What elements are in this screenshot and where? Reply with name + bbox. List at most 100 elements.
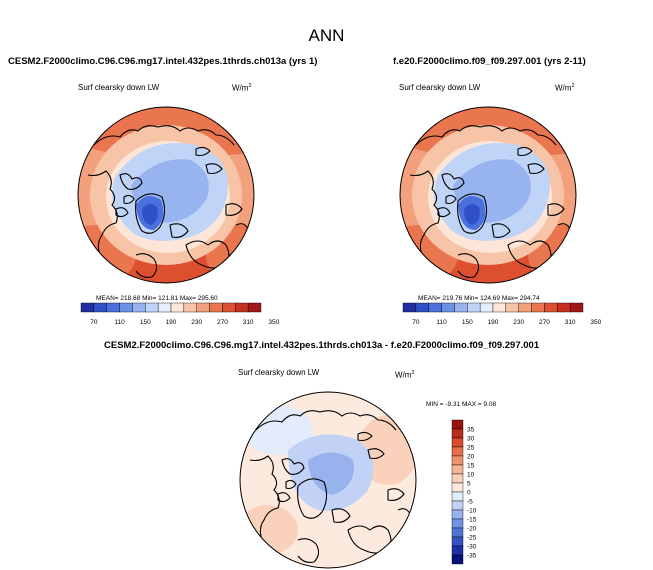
colorbar-box: [467, 302, 481, 313]
panel-3-case-title: CESM2.F2000climo.C96.C96.mg17.intel.432p…: [104, 340, 540, 351]
panel-3-units: W/m2: [395, 370, 415, 380]
colorbar-tick-label: 190: [488, 319, 499, 326]
coastline-eurasia: [415, 125, 557, 146]
colorbar-tick-label: -20: [467, 526, 477, 533]
coastline-alaska: [409, 170, 440, 256]
panel-3-variable-label: Surf clearsky down LW: [238, 368, 320, 377]
field-greenland-core: [464, 203, 480, 225]
colorbar-tick-label: -5: [467, 499, 473, 506]
colorbar-box: [451, 455, 464, 466]
panel-3-stats: MIN = -9.31 MAX = 9.08: [426, 401, 497, 408]
coastline-iceland: [491, 223, 511, 238]
coastline-siberian-islands: [195, 146, 223, 175]
panel-2-variable-label: Surf clearsky down LW: [399, 83, 481, 92]
panel-2-case-title: f.e20.F2000climo.f09_f09.297.001 (yrs 2-…: [393, 56, 586, 67]
colorbar-box: [196, 302, 210, 313]
colorbar-tick-label: 10: [467, 472, 475, 479]
coastline-alaska: [249, 455, 280, 541]
colorbar-box: [451, 536, 464, 547]
colorbar-tick-label: 5: [467, 481, 471, 488]
colorbar-tick-label: 35: [467, 427, 475, 434]
panel-2-stats: MEAN= 219.76 Min= 124.69 Max= 294.74: [418, 295, 540, 302]
field-slight-warm-sw: [240, 505, 298, 555]
colorbar-tick-label: 150: [140, 319, 151, 326]
colorbar-tick-label: 230: [513, 319, 524, 326]
colorbar-tick-label: 20: [467, 454, 475, 461]
colorbar-box: [451, 509, 464, 520]
coastline-north-america-east: [457, 253, 480, 278]
coastline-archipelago: [115, 173, 143, 218]
colorbar-box: [428, 302, 442, 313]
colorbar-box: [415, 302, 429, 313]
colorbar-box: [451, 491, 464, 502]
colorbar-tick-label: 310: [565, 319, 576, 326]
colorbar-tick-label: -35: [467, 553, 477, 560]
colorbar-box: [235, 302, 249, 313]
panel-1-colorbar: 70 110 150 190 230 270 310 350: [80, 302, 280, 326]
colorbar-tick-label: 190: [166, 319, 177, 326]
colorbar-box: [557, 302, 571, 313]
colorbar-box: [518, 302, 532, 313]
colorbar-box: [170, 302, 185, 313]
coastline-north-america-east: [135, 253, 158, 278]
colorbar-box: [451, 473, 464, 484]
colorbar-box: [492, 302, 507, 313]
colorbar-box: [451, 428, 464, 439]
colorbar-tick-label: 270: [539, 319, 550, 326]
colorbar-box: [479, 302, 494, 313]
map-boundary: [77, 106, 255, 284]
panel-1-variable-label: Surf clearsky down LW: [78, 83, 160, 92]
colorbar-box: [80, 302, 95, 313]
colorbar-tick-label: 350: [590, 319, 601, 326]
colorbar-tick-label: 30: [467, 436, 475, 443]
colorbar-tick-label: 310: [243, 319, 254, 326]
colorbar-tick-label: 270: [217, 319, 228, 326]
colorbar-tick-label: 0: [467, 490, 471, 497]
colorbar-box: [451, 500, 464, 511]
panel-3-polar-map: [239, 391, 417, 569]
colorbar-box: [402, 302, 417, 313]
field-greenland-core: [142, 203, 158, 225]
colorbar-tick-label: 110: [436, 319, 447, 326]
colorbar-box: [454, 302, 468, 313]
colorbar-box: [544, 302, 558, 313]
colorbar-box: [222, 302, 236, 313]
coastline-greenland: [297, 478, 328, 519]
coastline-archipelago: [277, 458, 305, 503]
coastline-iceland: [169, 223, 189, 238]
panel-1-polar-map: [77, 106, 255, 284]
coastline-eurasia: [255, 410, 397, 431]
panel-3-colorbar: 35 30 25 20 15 10 5 0 -5 -10 -15 -20 -25 -30 -35: [451, 419, 477, 565]
colorbar-tick-label: 25: [467, 445, 475, 452]
colorbar-box: [106, 302, 120, 313]
colorbar-box: [119, 302, 133, 313]
map-field: [240, 392, 416, 568]
colorbar-box: [451, 527, 464, 538]
colorbar-box: [209, 302, 223, 313]
colorbar-box: [132, 302, 146, 313]
coastline-eurasia: [93, 125, 235, 146]
colorbar-box: [93, 302, 107, 313]
colorbar-box: [451, 554, 464, 565]
panel-2-polar-map: [399, 106, 577, 284]
coastline-north-america-east: [297, 538, 320, 563]
colorbar-tick-label: 350: [268, 319, 279, 326]
map-boundary: [399, 106, 577, 284]
colorbar-tick-label: -25: [467, 535, 477, 542]
colorbar-box: [451, 419, 464, 430]
map-field: [78, 107, 254, 283]
colorbar-box: [451, 545, 464, 556]
colorbar-box: [505, 302, 519, 313]
colorbar-tick-label: 110: [114, 319, 125, 326]
colorbar-box: [183, 302, 197, 313]
colorbar-box: [451, 437, 464, 448]
colorbar-tick-label: -10: [467, 508, 477, 515]
map-field: [400, 107, 576, 283]
colorbar-box: [451, 518, 464, 529]
coastline-siberian-islands: [517, 146, 545, 175]
panel-1-case-title: CESM2.F2000climo.C96.C96.mg17.intel.432p…: [8, 56, 318, 67]
colorbar-box: [157, 302, 172, 313]
colorbar-box: [569, 302, 584, 313]
coastline-siberian-islands: [357, 431, 385, 460]
panel-1-units: W/m2: [232, 83, 252, 93]
